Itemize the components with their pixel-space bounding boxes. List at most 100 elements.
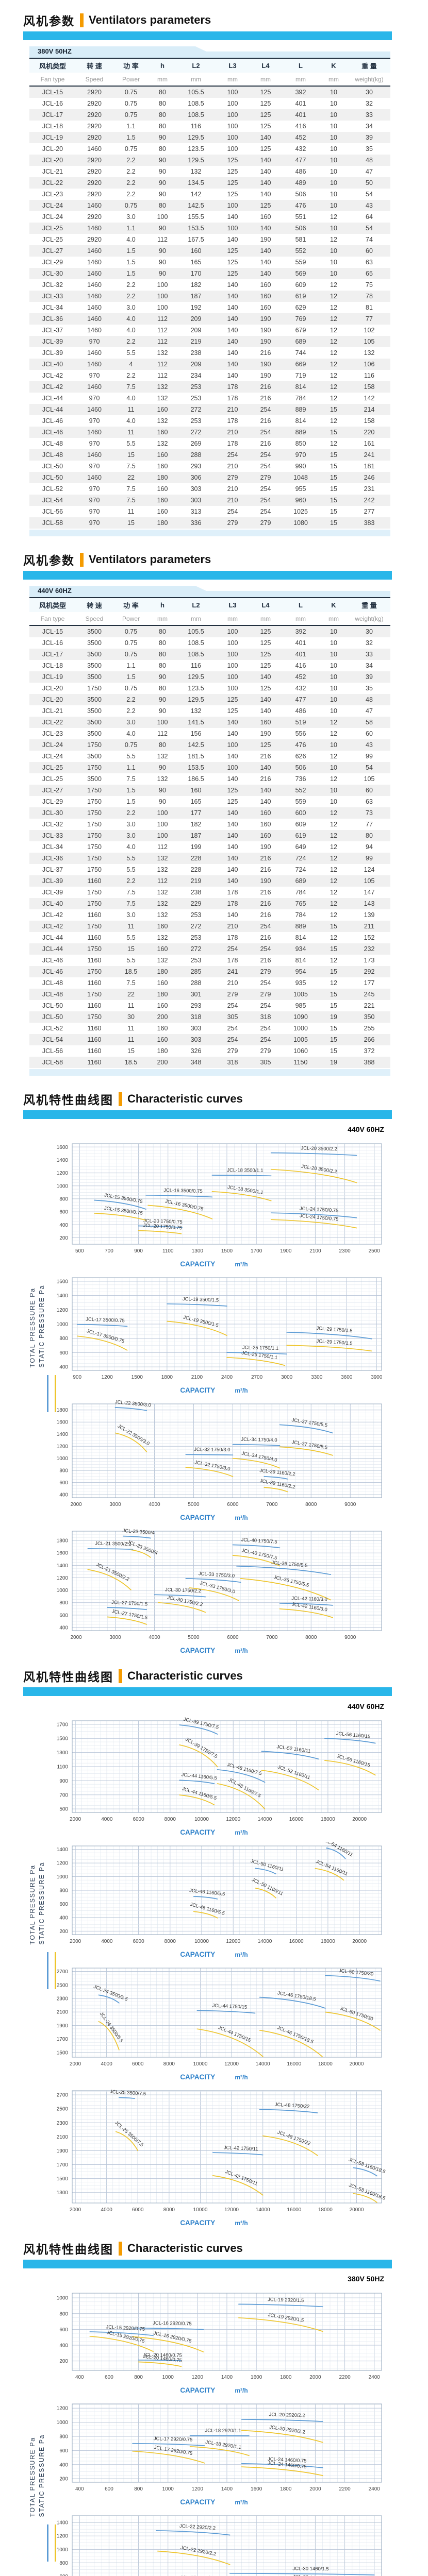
table-row: JCL-58 1160 18.5 200 348 318 305 1150 19 388 (29, 1057, 390, 1068)
column-header-en: Speed (76, 73, 113, 86)
table-cell: 18.5 (113, 1057, 149, 1068)
svg-text:600: 600 (59, 1613, 68, 1618)
table-cell: 140 (249, 223, 282, 234)
table-cell: 305 (249, 1057, 282, 1068)
svg-text:4000: 4000 (149, 1635, 160, 1640)
svg-text:1200: 1200 (57, 1171, 69, 1176)
table-row: JCL-50 970 7.5 160 293 210 254 990 15 181 (29, 461, 390, 472)
table-cell: 100 (216, 739, 249, 751)
table-cell: 209 (176, 359, 216, 370)
fan-curve-total-pressure (156, 2530, 231, 2536)
svg-text:600: 600 (105, 2486, 113, 2492)
svg-text:700: 700 (105, 1248, 113, 1254)
table-cell: 30 (348, 625, 390, 637)
table-cell: JCL-40 (29, 898, 76, 909)
table-cell: 160 (176, 785, 216, 796)
table-cell: 100 (149, 291, 176, 302)
column-header-en: mm (216, 612, 249, 625)
table-cell: 100 (216, 86, 249, 98)
table-cell: 1750 (76, 989, 113, 1000)
table-cell: 12 (319, 875, 348, 887)
column-header-en: mm (176, 73, 216, 86)
table-cell: 15 (319, 943, 348, 955)
pressure-legend (47, 2524, 56, 2562)
fan-curve-static-pressure (212, 2175, 264, 2196)
table-cell: 242 (348, 495, 390, 506)
table-cell: 1.5 (126, 798, 136, 805)
table-cell: 125 (216, 245, 249, 257)
svg-text:800: 800 (134, 2375, 143, 2380)
fan-curve-total-pressure (107, 1607, 147, 1611)
table-cell: 134.5 (176, 177, 216, 189)
fan-curve-static-pressure (87, 1569, 131, 1590)
table-cell: 7.5 (126, 775, 136, 783)
fan-curve-total-pressure (264, 1476, 288, 1480)
cyan-divider-bar (23, 571, 392, 580)
table-cell: 12 (319, 336, 348, 347)
table-cell: 0.75 (124, 145, 138, 152)
table-cell: 1160 (87, 979, 102, 987)
svg-text:16000: 16000 (289, 1939, 304, 1944)
column-header-cn: 转 速 (76, 598, 113, 612)
pressure-axis-label-block: TOTAL PRESSURE Pa STATIC PRESSURE Pa (29, 1862, 74, 1989)
table-cell: 54 (348, 762, 390, 773)
table-row: JCL-42 1460 7.5 132 253 178 216 814 12 158 (29, 381, 390, 393)
table-cell: 254 (227, 508, 238, 515)
table-cell: 10 (319, 177, 348, 189)
table-cell: 125 (216, 155, 249, 166)
table-cell: 669 (282, 359, 319, 370)
table-cell: JCL-48 (42, 979, 63, 987)
table-cell: 140 (216, 807, 249, 819)
fan-curve-label: JCL-32 1750/3.0 (194, 1447, 230, 1453)
table-cell: JCL-29 (42, 798, 63, 805)
table-cell: 140 (260, 707, 271, 715)
pressure-axis-label-block: TOTAL PRESSURE Pa STATIC PRESSURE Pa (29, 1285, 74, 1412)
table-cell: 12 (330, 911, 337, 919)
table-cell: 814 (295, 417, 306, 425)
table-cell: 178 (227, 395, 238, 402)
table-cell: 180 (149, 989, 176, 1000)
fan-curve-static-pressure (130, 1549, 151, 1558)
table-cell: 43 (348, 200, 390, 211)
svg-text:1000: 1000 (57, 2547, 69, 2553)
fan-curve-static-pressure (167, 1320, 227, 1336)
table-cell: 216 (260, 911, 271, 919)
table-cell: 90 (159, 798, 166, 805)
table-cell: 210 (216, 427, 249, 438)
table-cell: 11 (127, 1025, 135, 1032)
table-cell: 190 (249, 359, 282, 370)
table-cell: 123.5 (188, 145, 204, 152)
svg-text:2200: 2200 (339, 2375, 351, 2380)
table-cell: 372 (364, 1047, 375, 1055)
fan-curve-label: JCL-21 3500/2.2 (95, 1541, 131, 1547)
table-cell: 3500 (76, 694, 113, 705)
table-cell: 140 (216, 875, 249, 887)
table-cell: 160 (157, 508, 168, 515)
table-cell: 10 (319, 132, 348, 143)
table-cell: 90 (149, 132, 176, 143)
table-row: JCL-20 2920 2.2 90 129.5 125 140 477 10 48 (29, 155, 390, 166)
table-cell: 689 (282, 875, 319, 887)
table-cell: 132 (157, 395, 168, 402)
table-cell: 180 (149, 966, 176, 977)
table-row: JCL-27 1750 1.5 90 160 125 140 552 10 60 (29, 785, 390, 796)
svg-text:12000: 12000 (226, 1939, 240, 1944)
svg-text:4000: 4000 (101, 1939, 113, 1944)
table-cell: 1.1 (113, 223, 149, 234)
svg-text:2000: 2000 (70, 1635, 82, 1640)
table-cell: 178 (216, 898, 249, 909)
characteristic-curve-chart: 200 400 600 800 1000 1200 1400 2000 4000 6000 8000… (57, 1836, 382, 1944)
table-row: JCL-24 1750 0.75 80 142.5 100 125 476 10 43 (29, 739, 390, 751)
table-cell: 15 (319, 427, 348, 438)
table-cell: 293 (190, 1002, 202, 1009)
fan-curve-label: JCL-34 1750/4.0 (241, 1437, 277, 1444)
table-cell: 990 (295, 463, 306, 470)
table-cell: 1750 (76, 966, 113, 977)
characteristic-curve-chart: 500 700 900 1100 1300 1500 1700 2000 4000 6000 800… (57, 1717, 382, 1822)
capacity-text: CAPACITY (180, 1514, 216, 1521)
column-header-en: mm (319, 73, 348, 86)
table-cell: 10 (319, 785, 348, 796)
table-cell: 123.5 (188, 685, 204, 692)
table-cell: 935 (295, 979, 306, 987)
table-cell: 211 (348, 921, 390, 932)
